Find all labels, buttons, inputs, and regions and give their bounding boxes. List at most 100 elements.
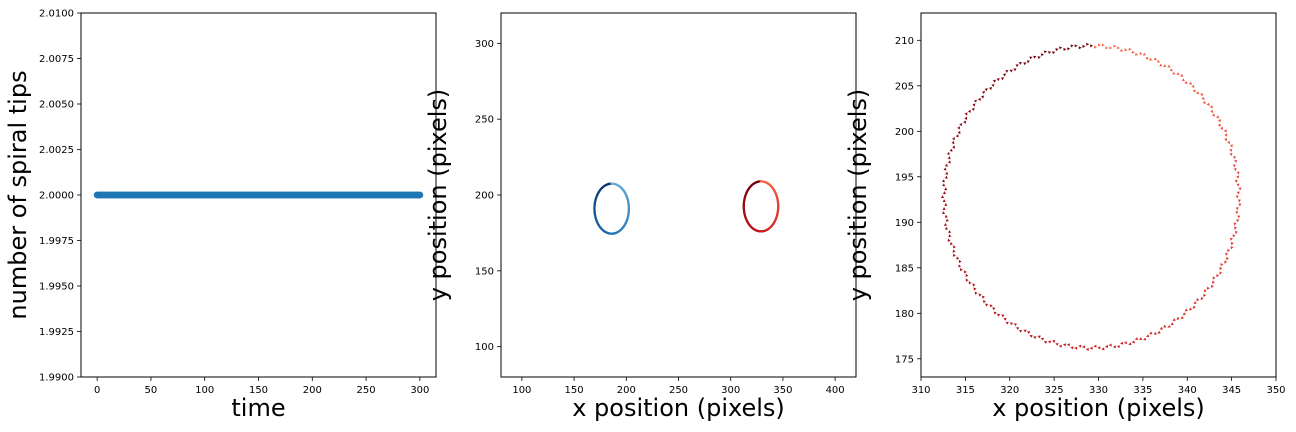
trajectory-marker	[964, 270, 967, 274]
axes-frame	[80, 12, 437, 378]
trajectory-marker	[957, 130, 961, 135]
trajectory-marker	[952, 245, 956, 249]
y-tick-label: 150	[475, 266, 494, 277]
trajectory-marker	[1230, 246, 1234, 250]
trajectory-marker	[981, 295, 985, 299]
trajectory-marker	[1033, 55, 1037, 59]
trajectory-marker	[1157, 330, 1161, 334]
trajectory-marker	[1216, 274, 1220, 278]
trajectory-marker	[996, 78, 1000, 82]
trajectory-marker	[1023, 329, 1027, 333]
x-ticks: 310 315 320 325 330 335 340 345 350	[911, 377, 1286, 396]
trajectory-marker	[1074, 346, 1078, 350]
data-point	[416, 191, 424, 199]
trajectory-marker	[1192, 305, 1196, 309]
trajectory-marker	[1219, 266, 1223, 271]
trajectory-marker	[1055, 342, 1059, 346]
trajectory-marker	[1233, 222, 1237, 226]
trajectory-marker	[980, 95, 985, 99]
trajectory-marker	[993, 311, 997, 315]
y-tick-label: 2.0050	[39, 100, 74, 111]
trajectory-marker	[1078, 46, 1082, 50]
x-tick-label: 100	[195, 385, 214, 396]
trajectory-marker	[1206, 286, 1210, 290]
trajectory-marker	[1200, 92, 1204, 96]
panel-tip-trajectories: 100 150 200 250 300 350 400 100 150 200 250 300 x …	[424, 12, 857, 422]
y-tick-label: 1.9975	[39, 236, 74, 247]
trajectory-marker	[1013, 68, 1017, 72]
x-tick-label: 300	[721, 385, 740, 396]
x-tick-label: 325	[1045, 385, 1064, 396]
trajectory-marker	[959, 122, 962, 127]
trajectory-marker	[1002, 73, 1007, 77]
trajectory-marker	[1074, 44, 1078, 48]
x-tick-label: 150	[565, 385, 584, 396]
trajectory-marker	[1048, 51, 1052, 55]
trajectory-marker	[1237, 199, 1241, 203]
trajectory-marker	[1227, 248, 1231, 253]
trajectory-marker	[984, 88, 988, 92]
trajectory-marker	[942, 183, 946, 187]
trajectory-marker	[1229, 144, 1233, 148]
y-tick-label: 200	[475, 191, 494, 202]
trajectory-marker	[1149, 57, 1153, 61]
trajectory-marker	[1176, 72, 1180, 76]
trajectory-marker	[1003, 317, 1007, 321]
trajectory-marker	[1149, 331, 1153, 335]
trajectory-marker	[1180, 316, 1184, 319]
trajectory-marker	[1005, 70, 1009, 73]
trajectory-marker	[1026, 331, 1031, 334]
trajectory-marker	[1169, 68, 1173, 72]
trajectory-marker	[1192, 89, 1196, 93]
trajectory-marker	[1124, 48, 1128, 52]
trajectory-marker	[1116, 344, 1120, 348]
trajectory-marker	[982, 300, 986, 304]
trajectory-marker	[1018, 330, 1023, 333]
trajectory-marker	[957, 126, 960, 130]
trajectory-marker	[948, 230, 952, 234]
trajectory-marker	[963, 120, 966, 124]
trajectory-marker	[1120, 48, 1124, 52]
plot-area	[940, 42, 1242, 351]
trajectory-marker	[1234, 230, 1238, 235]
x-tick-label: 150	[249, 385, 268, 396]
trajectory-marker	[1200, 296, 1204, 300]
trajectory-marker	[1090, 44, 1094, 48]
axes-frame	[500, 12, 857, 378]
trajectory-marker	[947, 238, 951, 242]
trajectory-marker	[942, 199, 946, 202]
trajectory-marker	[950, 241, 953, 246]
trajectory-marker	[1086, 42, 1090, 46]
panel-spiral-tip-count: 0 50 100 150 200 250 300 1.99001.99251.99501.9…	[4, 9, 437, 422]
trajectory-marker	[1238, 187, 1242, 191]
x-axis-label: x position (pixels)	[572, 394, 785, 422]
x-tick-label: 400	[826, 385, 845, 396]
trajectory-marker	[1167, 324, 1171, 328]
trajectory-marker	[1167, 64, 1171, 68]
trajectory-marker	[1219, 271, 1223, 275]
trajectory-marker	[1153, 331, 1157, 335]
trajectory-marker	[1018, 62, 1023, 65]
x-tick-label: 320	[1000, 385, 1019, 396]
trajectory-marker	[1131, 50, 1135, 54]
y-axis-label: y position (pixels)	[844, 89, 872, 302]
trajectory-marker	[1043, 340, 1047, 344]
trajectory-marker	[1055, 48, 1059, 52]
trajectory-marker	[971, 107, 975, 111]
y-tick-label: 1.9900	[39, 373, 74, 384]
trajectory-marker	[1082, 345, 1085, 349]
trajectory-marker	[956, 256, 960, 260]
trajectory-marker	[958, 259, 962, 263]
trajectory-marker	[1230, 242, 1234, 246]
trajectory-marker	[1236, 191, 1240, 195]
trajectory-marker	[944, 202, 948, 206]
trajectory-marker	[1201, 96, 1205, 100]
trajectory-marker	[1153, 57, 1157, 61]
trajectory-marker	[1224, 137, 1227, 142]
y-tick-label: 100	[475, 342, 494, 353]
y-tick-label: 1.9950	[39, 282, 74, 293]
trajectory-marker	[1180, 73, 1184, 77]
trajectory-marker	[1210, 109, 1214, 114]
trajectory-marker	[945, 171, 949, 175]
trajectory-marker	[1206, 102, 1210, 106]
